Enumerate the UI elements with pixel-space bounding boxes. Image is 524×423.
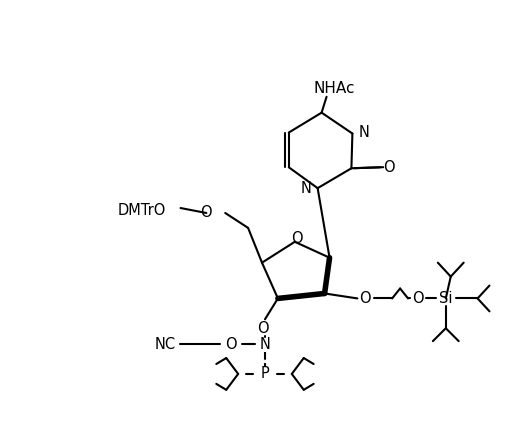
Text: NC: NC: [155, 337, 176, 352]
Text: O: O: [291, 231, 302, 246]
Text: N: N: [358, 125, 369, 140]
Text: NHAc: NHAc: [314, 81, 355, 96]
Text: Si: Si: [439, 291, 453, 306]
Text: N: N: [259, 337, 270, 352]
Text: N: N: [301, 181, 312, 196]
Text: O: O: [412, 291, 424, 306]
Text: DMTrO: DMTrO: [117, 203, 166, 217]
Text: O: O: [200, 206, 211, 220]
Text: O: O: [257, 321, 269, 336]
Text: O: O: [225, 337, 237, 352]
Text: O: O: [384, 160, 395, 175]
Text: O: O: [359, 291, 371, 306]
Text: P: P: [260, 366, 269, 382]
